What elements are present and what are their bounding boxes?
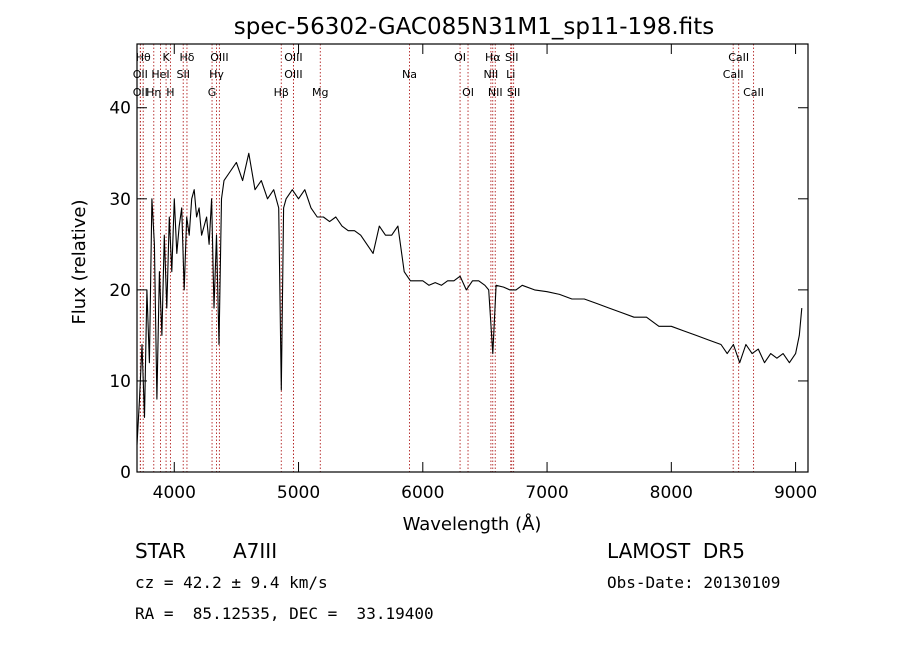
y-axis-label: Flux (relative) [69, 199, 90, 324]
line-label-26: SII [507, 86, 520, 99]
redshift-readout: cz = 42.2 ± 9.4 km/s [135, 573, 328, 592]
x-tick-label-1: 5000 [277, 483, 320, 503]
x-tick-label-2: 6000 [401, 483, 444, 503]
y-tick-label-1: 10 [109, 372, 131, 392]
spectrum-series-layer [136, 152, 803, 445]
line-label-21: G [208, 86, 217, 99]
line-label-0: Hθ [136, 51, 151, 64]
line-label-13: OIII [284, 68, 302, 81]
line-label-17: CaII [723, 68, 744, 81]
line-label-6: Hα [485, 51, 501, 64]
line-label-12: Hγ [209, 68, 224, 81]
line-label-14: Na [402, 68, 417, 81]
line-label-7: SII [505, 51, 518, 64]
x-tick-label-3: 7000 [525, 483, 568, 503]
obs-date: Obs-Date: 20130109 [607, 573, 781, 592]
object-subclass: A7III [233, 539, 278, 563]
y-tick-label-3: 30 [109, 190, 131, 210]
line-label-15: NII [484, 68, 499, 81]
line-label-9: OII [133, 68, 148, 81]
y-tick-label-2: 20 [109, 281, 131, 301]
y-tick-label-0: 0 [120, 463, 131, 483]
line-label-3: OIII [210, 51, 228, 64]
line-label-2: Hδ [179, 51, 194, 64]
x-tick-label-5: 9000 [774, 483, 817, 503]
line-label-24: OI [462, 86, 474, 99]
line-label-10: HeI [151, 68, 169, 81]
line-label-8: CaII [728, 51, 749, 64]
line-label-4: OIII [284, 51, 302, 64]
object-class: STAR [135, 539, 186, 563]
chart-title: spec-56302-GAC085N31M1_sp11-198.fits [234, 14, 714, 40]
line-label-5: OI [454, 51, 466, 64]
line-label-25: NII [488, 86, 503, 99]
line-label-11: SII [176, 68, 189, 81]
x-axis-label: Wavelength (Å) [403, 513, 542, 535]
line-label-22: Hβ [274, 86, 289, 99]
spectrum-line-0 [136, 152, 803, 445]
line-label-19: Hη [146, 86, 161, 99]
line-label-23: Mg [312, 86, 328, 99]
line-label-27: CaII [743, 86, 764, 99]
y-tick-label-4: 40 [109, 99, 131, 119]
survey-label: LAMOST DR5 [607, 539, 745, 563]
line-label-16: Li [506, 68, 515, 81]
line-label-1: K [162, 51, 170, 64]
spectral-line-markers [139, 44, 755, 472]
line-label-20: H [166, 86, 174, 99]
plot-frame [136, 43, 809, 473]
coordinates: RA = 85.12535, DEC = 33.19400 [135, 604, 434, 623]
spectral-line-labels: Hθ K Hδ OIII OIII OI Hα SII CaII OII HeI SII Hγ OIII N… [133, 51, 764, 99]
x-tick-label-4: 8000 [650, 483, 693, 503]
plot-axes [136, 43, 809, 473]
x-tick-label-0: 4000 [153, 483, 196, 503]
axis-ticks: 4000 5000 6000 7000 8000 9000 0 10 20 30 40 [109, 44, 817, 503]
